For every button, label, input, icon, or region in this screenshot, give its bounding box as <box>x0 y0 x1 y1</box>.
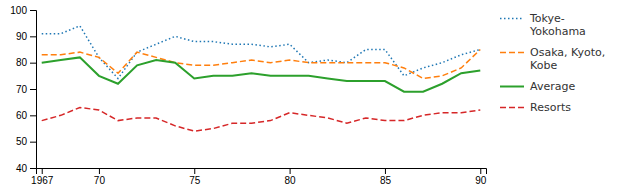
y-tick-label: 40 <box>16 163 28 174</box>
legend-label: Resorts <box>530 101 571 114</box>
x-tick: 70 <box>94 168 106 186</box>
y-axis: 40 50 60 70 80 90 100 <box>10 5 36 174</box>
x-axis-line <box>37 169 487 175</box>
x-tick-label: 70 <box>94 175 106 186</box>
y-tick: 50 <box>16 136 36 147</box>
y-axis-line <box>30 11 37 169</box>
y-tick: 100 <box>10 5 36 16</box>
plot: 1967 70 75 80 85 90 40 50 60 70 80 90 100 <box>10 5 486 186</box>
x-tick-mark <box>480 168 481 174</box>
x-axis: 1967 70 75 80 85 90 <box>31 168 487 186</box>
y-tick-label: 80 <box>16 57 28 68</box>
x-tick-label: 85 <box>380 175 392 186</box>
lines <box>42 26 481 131</box>
y-tick-label: 100 <box>10 5 27 16</box>
legend: Tokye-Yokohama Osaka, Kyoto,Kobe Average Re… <box>500 12 605 114</box>
legend-label: Average <box>530 80 575 93</box>
x-tick-mark <box>42 168 43 174</box>
legend-swatch <box>500 86 524 88</box>
legend-item: Osaka, Kyoto,Kobe <box>500 46 605 72</box>
y-tick-mark <box>30 168 36 169</box>
y-tick-mark <box>30 10 36 11</box>
y-tick: 70 <box>16 84 36 95</box>
y-tick-label: 70 <box>16 84 28 95</box>
legend-swatch <box>500 18 524 20</box>
legend-label: Tokye-Yokohama <box>529 12 586 38</box>
x-tick-mark <box>99 168 100 174</box>
x-tick: 1967 <box>31 168 54 186</box>
x-tick-label: 75 <box>189 175 201 186</box>
x-tick: 80 <box>285 168 297 186</box>
chart: 1967 70 75 80 85 90 40 50 60 70 80 90 100 Tokye-Yokoh… <box>0 0 621 192</box>
y-tick-label: 90 <box>16 31 28 42</box>
series-line <box>42 57 481 91</box>
series-line <box>42 26 481 79</box>
x-tick: 90 <box>475 168 487 186</box>
y-tick-mark <box>30 89 36 90</box>
legend-item: Tokye-Yokohama <box>500 12 586 38</box>
x-tick-label: 1967 <box>31 175 54 186</box>
x-tick-mark <box>290 168 291 174</box>
y-tick-label: 50 <box>16 136 28 147</box>
legend-label-line: Average <box>530 80 575 93</box>
y-tick: 90 <box>16 31 36 42</box>
x-tick: 85 <box>380 168 392 186</box>
y-tick: 40 <box>16 163 36 174</box>
legend-label-line: Yokohama <box>529 25 586 38</box>
series-line <box>42 107 481 131</box>
y-tick-mark <box>30 63 36 64</box>
x-tick-mark <box>385 168 386 174</box>
legend-label-line: Kobe <box>530 59 557 72</box>
legend-label-line: Osaka, Kyoto, <box>530 46 605 59</box>
x-tick-label: 90 <box>475 175 487 186</box>
legend-item: Average <box>500 80 575 93</box>
legend-label: Osaka, Kyoto,Kobe <box>530 46 605 72</box>
legend-label-line: Resorts <box>530 101 571 114</box>
legend-label-line: Tokye- <box>529 12 565 25</box>
y-tick: 60 <box>16 110 36 121</box>
x-tick-label: 80 <box>285 175 297 186</box>
y-tick-mark <box>30 36 36 37</box>
legend-swatch <box>500 107 524 109</box>
x-tick-mark <box>194 168 195 174</box>
y-tick-mark <box>30 142 36 143</box>
legend-item: Resorts <box>500 101 571 114</box>
y-tick-mark <box>30 115 36 116</box>
legend-swatch <box>500 52 524 54</box>
x-tick: 75 <box>189 168 201 186</box>
y-tick-label: 60 <box>16 110 28 121</box>
y-tick: 80 <box>16 57 36 68</box>
